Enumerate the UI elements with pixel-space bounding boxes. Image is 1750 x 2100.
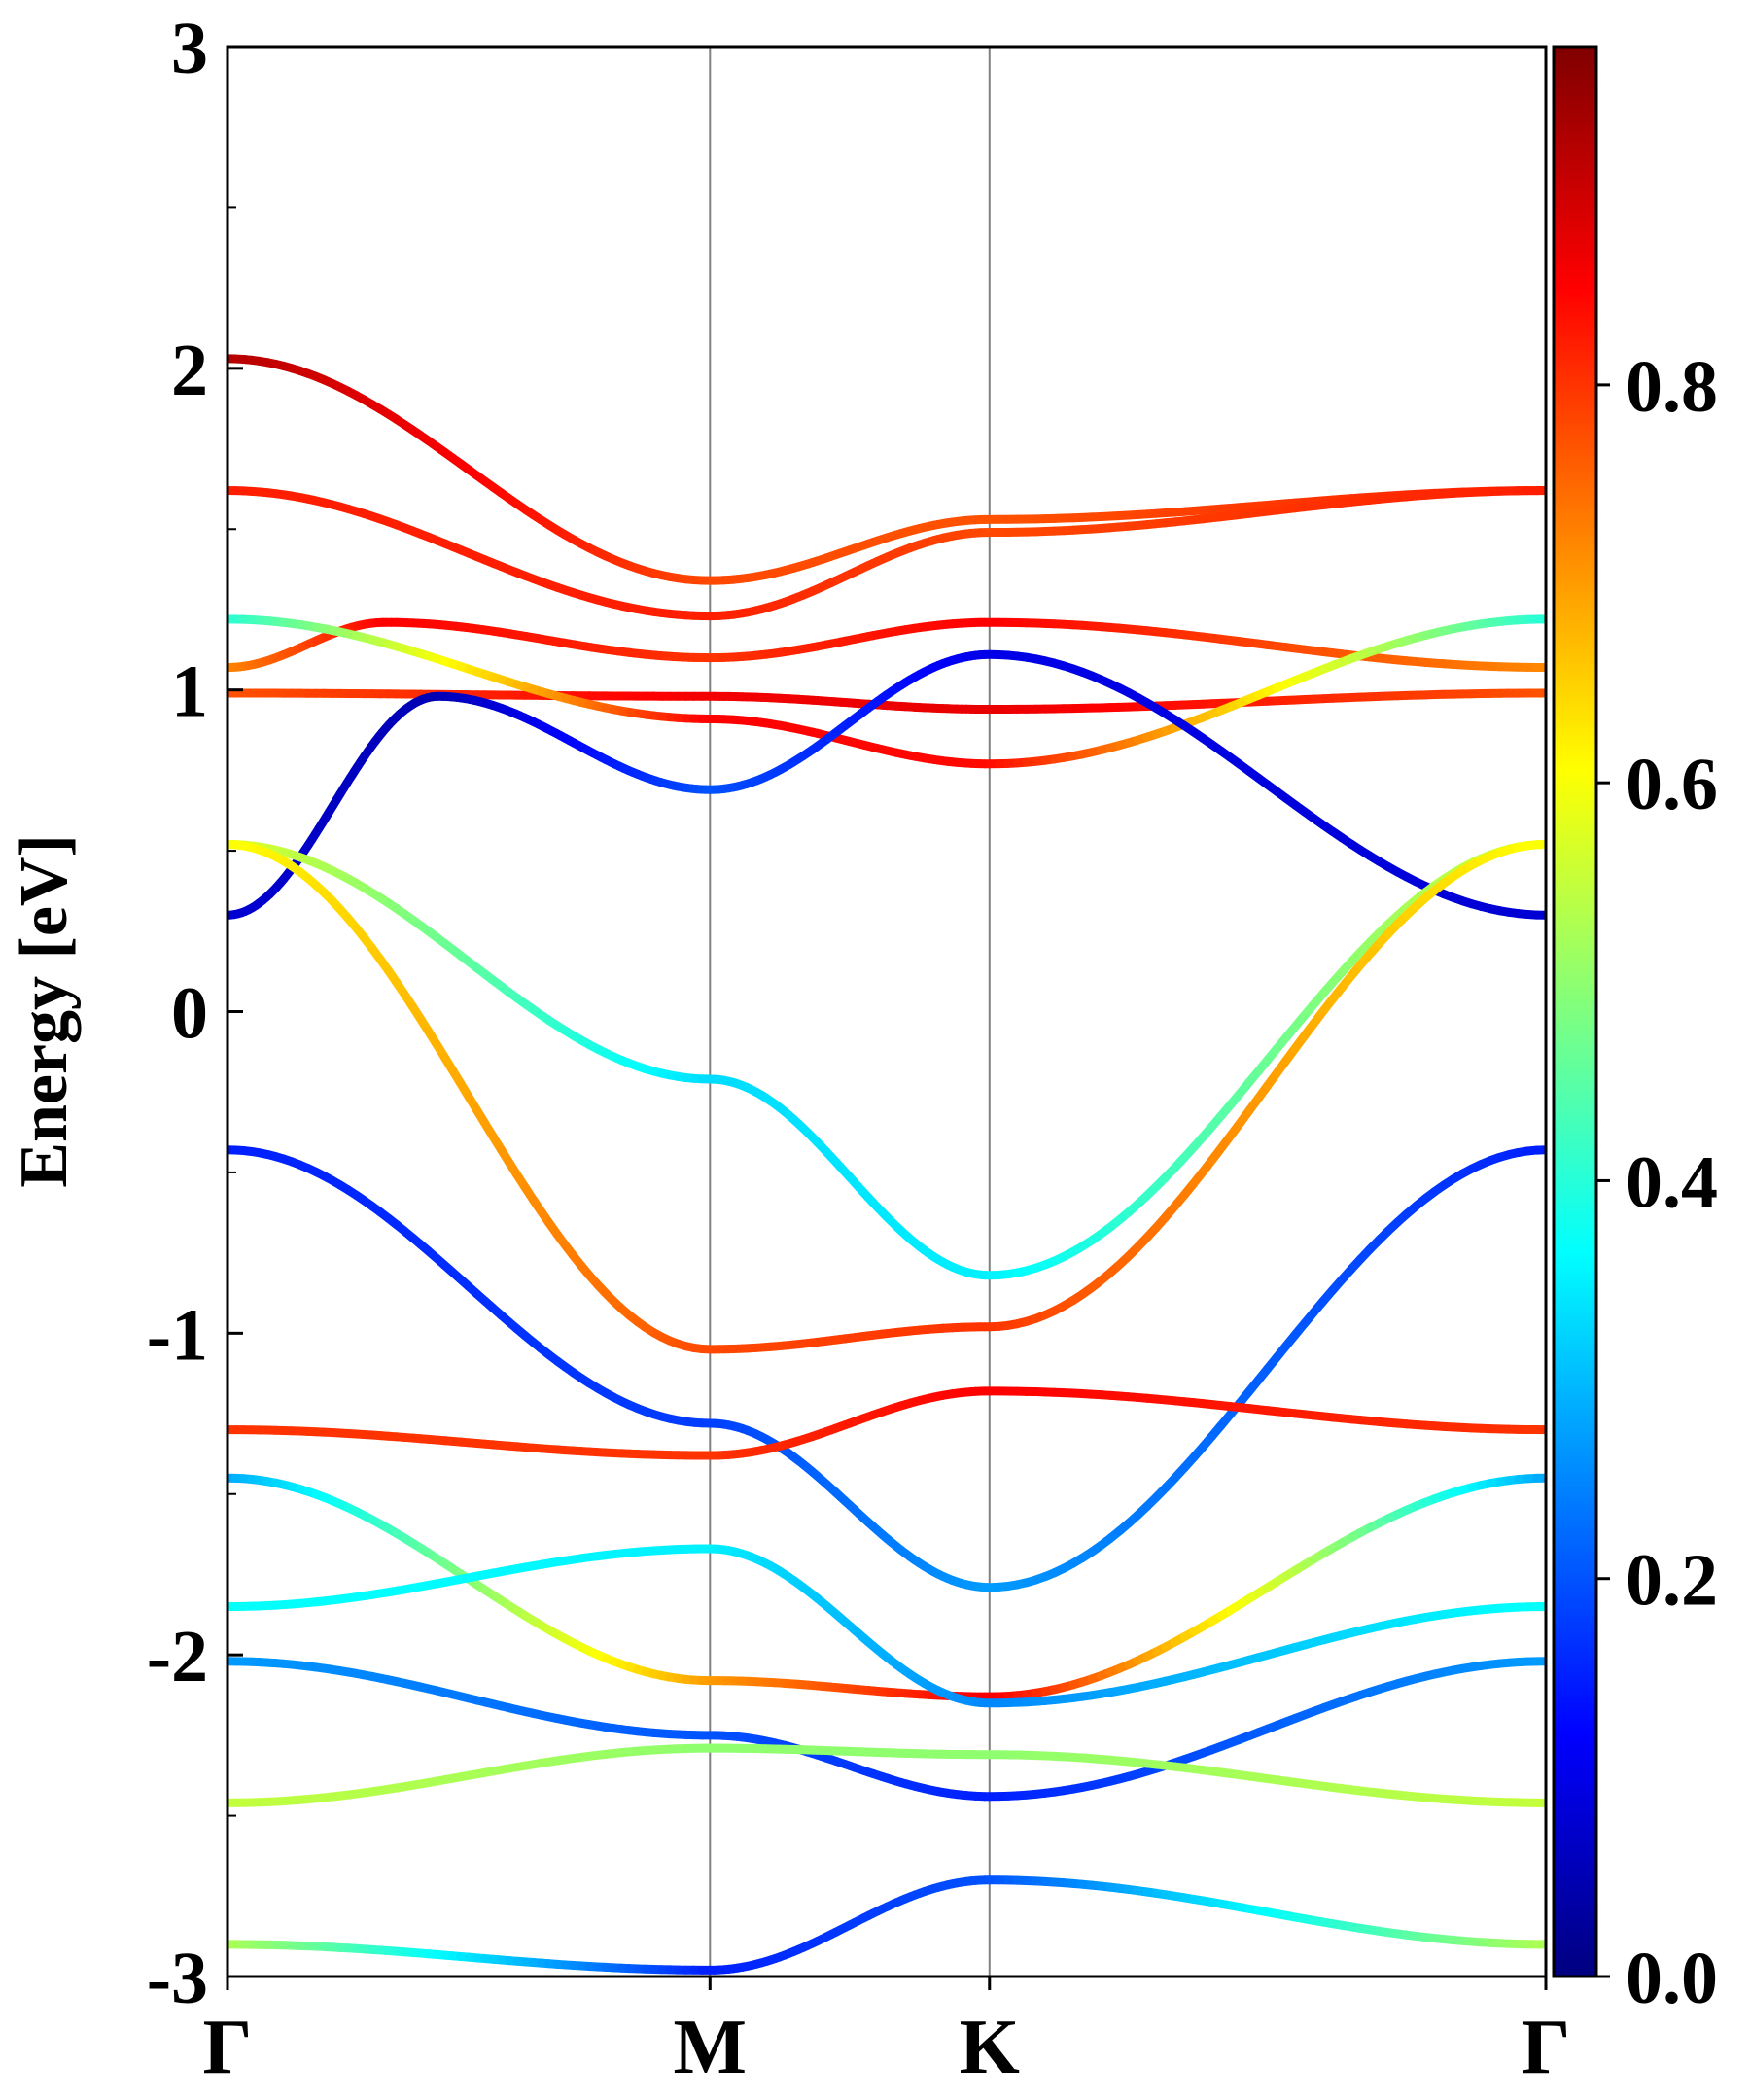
y-tick-label: 1: [171, 651, 208, 733]
y-axis-ticks: -3 -2 -1 0 1 2 3: [147, 8, 243, 2019]
y-tick-label: -3: [147, 1938, 208, 2019]
band-6: [228, 649, 1546, 920]
colorbar-tick-label: 0.0: [1626, 1938, 1718, 2019]
band-2: [228, 486, 1546, 621]
y-axis-title: Energy [eV]: [7, 834, 82, 1188]
band-8: [228, 839, 1546, 1354]
band-lines: [228, 354, 1546, 1975]
colorbar-tick-label: 0.2: [1626, 1540, 1718, 1622]
k-point-label: Γ: [1522, 2005, 1571, 2090]
y-tick-label: -2: [147, 1616, 208, 1698]
high-symmetry-lines: [709, 47, 991, 1977]
colorbar: 0.0 0.2 0.4 0.6 0.8: [1552, 45, 1718, 2019]
colorbar-tick-label: 0.8: [1626, 346, 1718, 428]
y-tick-label: 0: [171, 973, 208, 1055]
colorbar-tick-label: 0.6: [1626, 744, 1718, 825]
colorbar-gradient: [1552, 45, 1598, 1978]
k-point-label: K: [960, 2005, 1020, 2090]
band-5: [228, 614, 1546, 769]
band-4: [228, 688, 1546, 715]
band-11: [228, 1473, 1546, 1701]
band-7: [228, 839, 1546, 1280]
band-9: [228, 1145, 1546, 1592]
band-15: [228, 1875, 1546, 1975]
y-tick-label: -1: [147, 1294, 208, 1376]
band-14: [228, 1743, 1546, 1807]
y-tick-label: 3: [171, 8, 208, 89]
k-point-label: Γ: [203, 2005, 253, 2090]
y-tick-label: 2: [171, 330, 208, 411]
colorbar-tick-label: 0.4: [1626, 1141, 1718, 1223]
band-12: [228, 1544, 1546, 1708]
k-point-label: M: [674, 2005, 748, 2090]
band-10: [228, 1386, 1546, 1460]
